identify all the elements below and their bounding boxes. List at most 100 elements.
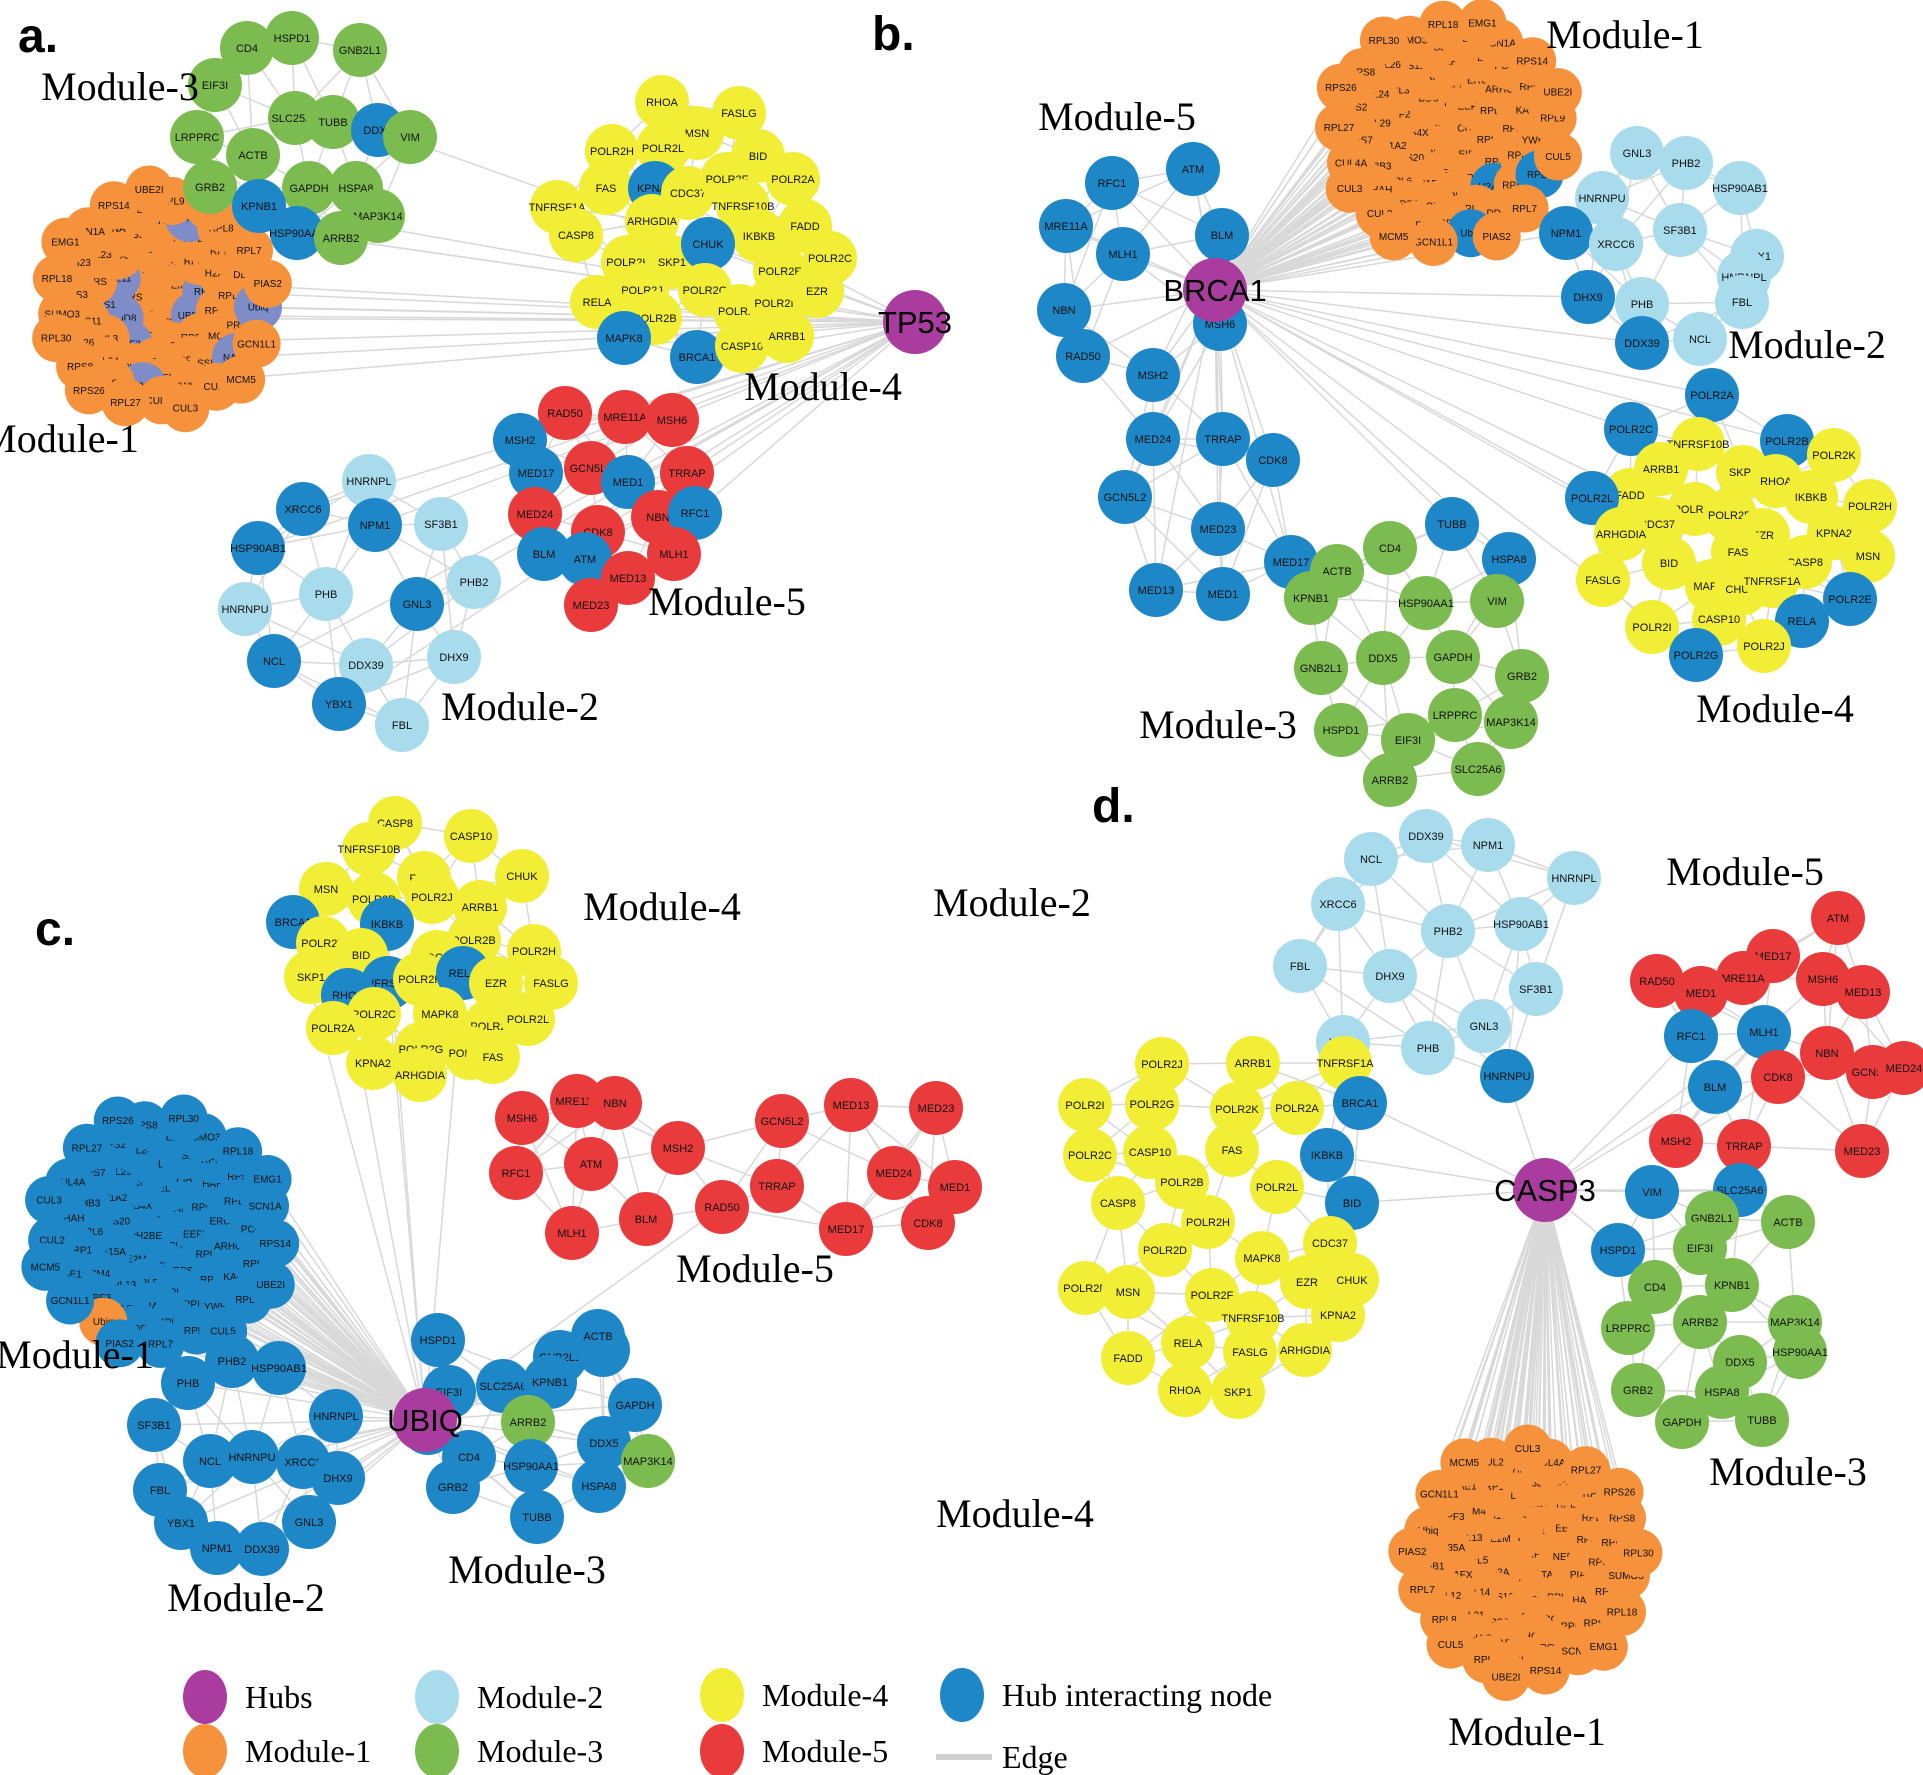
- node-MAPK8[interactable]: MAPK8: [597, 311, 651, 365]
- node-DHX9[interactable]: DHX9: [427, 630, 481, 684]
- node-NCL[interactable]: NCL: [1673, 312, 1727, 366]
- node-HSP90AB1[interactable]: HSP90AB1: [230, 521, 286, 575]
- node-MLH1[interactable]: MLH1: [647, 527, 701, 581]
- node-SF3B1[interactable]: SF3B1: [1509, 962, 1563, 1016]
- node-TRRAP[interactable]: TRRAP: [1196, 412, 1250, 466]
- node-EMG1[interactable]: EMG1: [243, 1155, 292, 1203]
- node-CUL5[interactable]: CUL5: [1426, 1620, 1475, 1669]
- node-RPL30[interactable]: RPL30: [1359, 16, 1408, 65]
- node-NBN[interactable]: NBN: [588, 1076, 642, 1130]
- node-ARRB1[interactable]: ARRB1: [1226, 1036, 1280, 1090]
- node-TRRAP[interactable]: TRRAP: [750, 1159, 804, 1213]
- node-RPS26[interactable]: RPS26: [1595, 1467, 1644, 1516]
- node-UBE2I[interactable]: UBE2I: [1533, 68, 1582, 117]
- node-POLR2L[interactable]: POLR2L: [1250, 1160, 1304, 1214]
- node-SF3B1[interactable]: SF3B1: [1653, 203, 1707, 257]
- node-POLR2A[interactable]: POLR2A: [1270, 1081, 1324, 1135]
- node-POLR2J[interactable]: POLR2J: [405, 870, 459, 924]
- node-VIM[interactable]: VIM: [1625, 1165, 1679, 1219]
- node-FBL[interactable]: FBL: [375, 698, 429, 752]
- node-LRPPRC[interactable]: LRPPRC: [1601, 1301, 1655, 1355]
- node-DDX39[interactable]: DDX39: [1399, 809, 1453, 863]
- node-DHX9[interactable]: DHX9: [1363, 949, 1417, 1003]
- node-FBL[interactable]: FBL: [1273, 939, 1327, 993]
- node-NBN[interactable]: NBN: [1800, 1026, 1854, 1080]
- node-FADD[interactable]: FADD: [1101, 1331, 1155, 1385]
- node-HSP90AB1[interactable]: HSP90AB1: [1712, 161, 1768, 215]
- node-GAPDH[interactable]: GAPDH: [1426, 630, 1480, 684]
- node-YBX1[interactable]: YBX1: [312, 677, 366, 731]
- node-MSH6[interactable]: MSH6: [495, 1091, 549, 1145]
- node-CD4[interactable]: CD4: [1363, 521, 1417, 575]
- node-GNL3[interactable]: GNL3: [282, 1495, 336, 1549]
- node-PHB2[interactable]: PHB2: [1421, 904, 1475, 958]
- node-NCL[interactable]: NCL: [1344, 832, 1398, 886]
- node-CHUK[interactable]: CHUK: [681, 217, 735, 271]
- node-RAD50[interactable]: RAD50: [695, 1180, 749, 1234]
- node-GNB2L1[interactable]: GNB2L1: [333, 23, 387, 77]
- node-IKBKB[interactable]: IKBKB: [1300, 1128, 1354, 1182]
- node-PHB[interactable]: PHB: [161, 1356, 215, 1410]
- node-EMG1[interactable]: EMG1: [1579, 1622, 1628, 1671]
- node-RFC1[interactable]: RFC1: [1085, 156, 1139, 210]
- node-ARRB2[interactable]: ARRB2: [314, 211, 368, 265]
- node-MAP3K14[interactable]: MAP3K14: [1484, 695, 1538, 749]
- node-MLH1[interactable]: MLH1: [1096, 227, 1150, 281]
- node-POLR2A[interactable]: POLR2A: [766, 152, 820, 206]
- node-RAD50[interactable]: RAD50: [1056, 329, 1110, 383]
- node-GNL3[interactable]: GNL3: [390, 577, 444, 631]
- node-LRPPRC[interactable]: LRPPRC: [170, 110, 224, 164]
- node-TUBB[interactable]: TUBB: [1735, 1393, 1789, 1447]
- node-EMG1[interactable]: EMG1: [1458, 0, 1507, 47]
- node-CDK8[interactable]: CDK8: [901, 1196, 955, 1250]
- node-RFC1[interactable]: RFC1: [489, 1146, 543, 1200]
- node-MSH2[interactable]: MSH2: [1126, 348, 1180, 402]
- node-GCN5L2[interactable]: GCN5L2: [1098, 470, 1152, 524]
- node-MED23[interactable]: MED23: [1835, 1124, 1889, 1178]
- node-HSPD1[interactable]: HSPD1: [1314, 703, 1368, 757]
- node-RAD50[interactable]: RAD50: [538, 386, 592, 440]
- node-RPS14[interactable]: RPS14: [251, 1219, 300, 1268]
- node-GAPDH[interactable]: GAPDH: [1655, 1395, 1709, 1449]
- node-MED24[interactable]: MED24: [1126, 412, 1180, 466]
- node-ACTB[interactable]: ACTB: [571, 1309, 625, 1363]
- node-ARHGDIA[interactable]: ARHGDIA: [393, 1048, 447, 1102]
- node-GNL3[interactable]: GNL3: [1610, 126, 1664, 180]
- node-CASP8[interactable]: CASP8: [549, 208, 603, 262]
- node-DHX9[interactable]: DHX9: [1561, 270, 1615, 324]
- node-HSP90AA1[interactable]: HSP90AA1: [503, 1439, 559, 1493]
- node-DDX39[interactable]: DDX39: [235, 1522, 289, 1576]
- node-MLH1[interactable]: MLH1: [545, 1206, 599, 1260]
- node-XRCC6[interactable]: XRCC6: [1589, 217, 1643, 271]
- node-MSN[interactable]: MSN: [1101, 1265, 1155, 1319]
- hub-CASP3[interactable]: CASP3: [1494, 1158, 1596, 1222]
- node-CASP8[interactable]: CASP8: [1091, 1176, 1145, 1230]
- node-MED23[interactable]: MED23: [564, 578, 618, 632]
- node-CDK8[interactable]: CDK8: [1246, 433, 1300, 487]
- node-POLR2G[interactable]: POLR2G: [1669, 628, 1723, 682]
- node-CUL3[interactable]: CUL3: [161, 384, 210, 433]
- node-TUBB[interactable]: TUBB: [510, 1490, 564, 1544]
- node-BLM[interactable]: BLM: [619, 1192, 673, 1246]
- node-POLR2C[interactable]: POLR2C: [1063, 1128, 1117, 1182]
- node-MRE11A[interactable]: MRE11A: [1039, 199, 1093, 253]
- node-MCM5[interactable]: MCM5: [217, 355, 266, 404]
- node-NPM1[interactable]: NPM1: [1461, 818, 1515, 872]
- node-RPS26[interactable]: RPS26: [64, 366, 113, 415]
- node-EMG1[interactable]: EMG1: [41, 217, 90, 266]
- node-MRE11A[interactable]: MRE11A: [598, 390, 652, 444]
- node-MED24[interactable]: MED24: [867, 1146, 921, 1200]
- node-RPL30[interactable]: RPL30: [159, 1094, 208, 1143]
- node-ARRB2[interactable]: ARRB2: [1673, 1295, 1727, 1349]
- node-POLR2E[interactable]: POLR2E: [1823, 572, 1877, 626]
- node-ARHGDIA[interactable]: ARHGDIA: [1594, 507, 1648, 561]
- node-TUBB[interactable]: TUBB: [306, 95, 360, 149]
- node-BRCA1[interactable]: BRCA1: [1333, 1076, 1387, 1130]
- node-MED13[interactable]: MED13: [1836, 965, 1890, 1019]
- node-LRPPRC[interactable]: LRPPRC: [1428, 688, 1482, 742]
- node-XRCC6[interactable]: XRCC6: [276, 482, 330, 536]
- node-PIAS2[interactable]: PIAS2: [1472, 212, 1521, 261]
- node-GRB2[interactable]: GRB2: [1495, 649, 1549, 703]
- node-RPS26[interactable]: RPS26: [1316, 63, 1365, 112]
- node-NCL[interactable]: NCL: [247, 634, 301, 688]
